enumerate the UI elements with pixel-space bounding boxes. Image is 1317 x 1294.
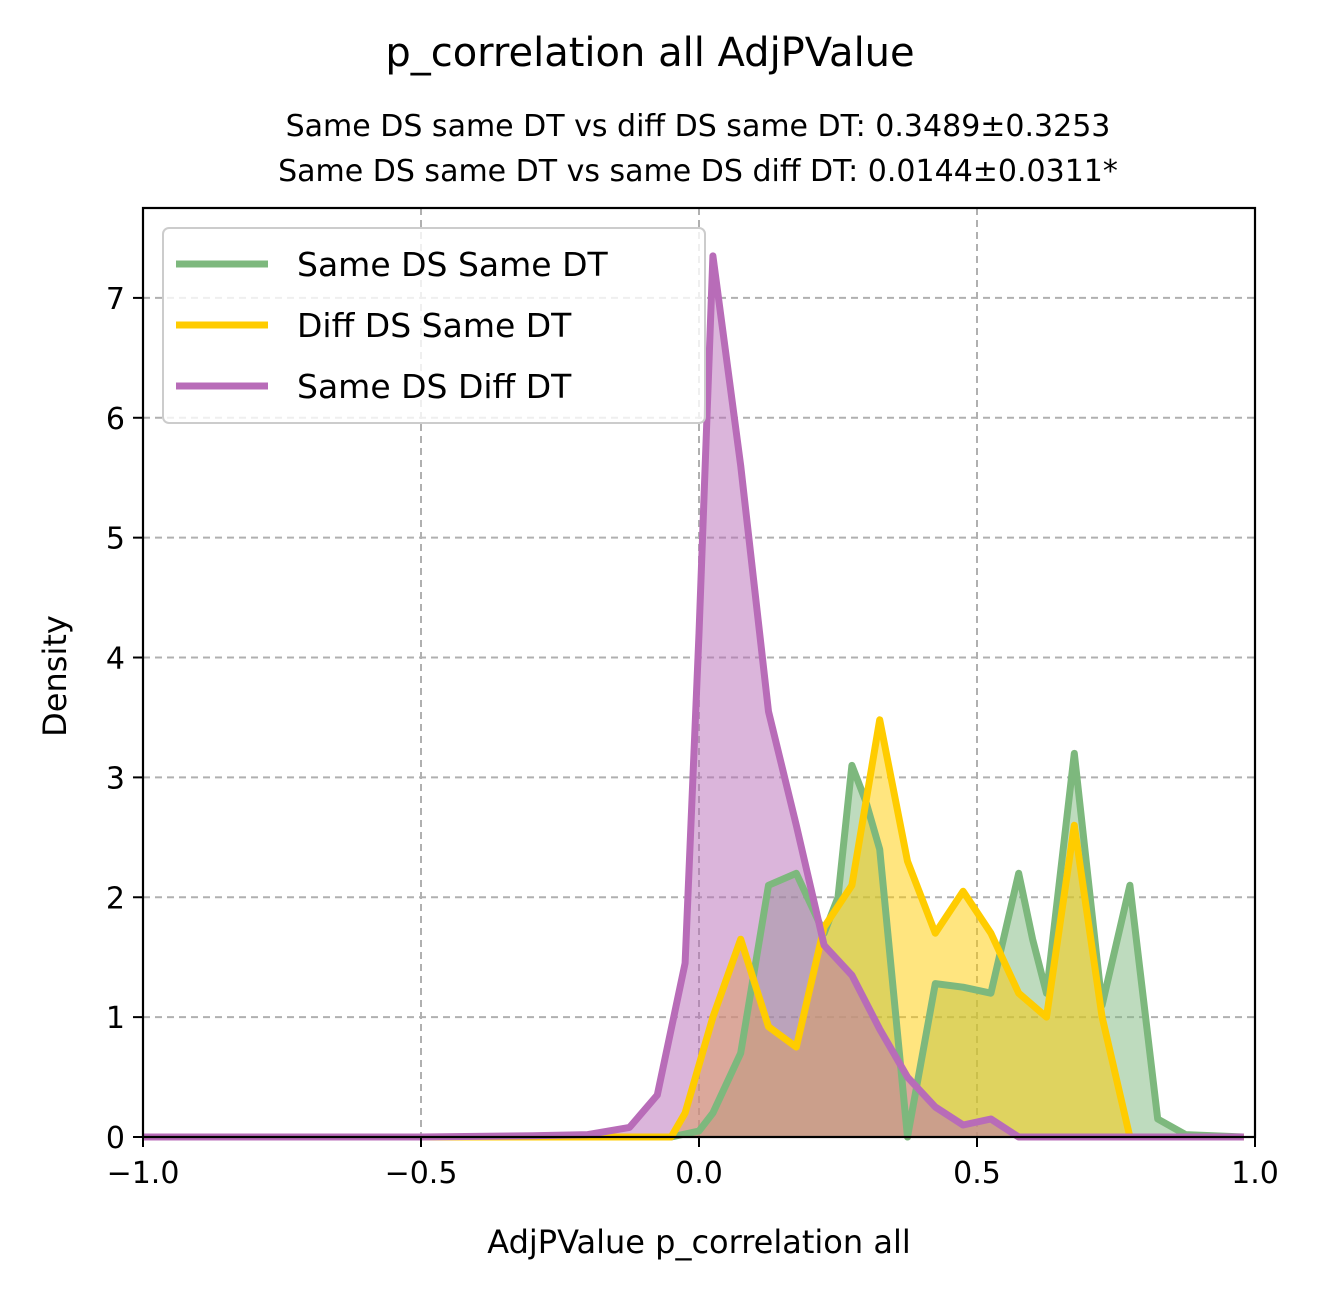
legend-box bbox=[162, 227, 706, 424]
y-tick-label: 1 bbox=[106, 1001, 125, 1036]
x-tick-label: 0.5 bbox=[953, 1156, 1001, 1191]
y-tick-label: 0 bbox=[106, 1121, 125, 1156]
legend-label: Same DS Diff DT bbox=[297, 367, 572, 406]
y-axis-label: Density bbox=[36, 615, 74, 737]
y-tick-label: 4 bbox=[106, 642, 125, 677]
x-tick-label: −0.5 bbox=[385, 1156, 458, 1191]
chart-subtitle-line-2: Same DS same DT vs same DS diff DT: 0.01… bbox=[278, 154, 1118, 189]
y-tick-label: 5 bbox=[106, 522, 125, 557]
chart-subtitle-line-1: Same DS same DT vs diff DS same DT: 0.34… bbox=[286, 109, 1111, 144]
y-tick-label: 6 bbox=[106, 402, 125, 437]
y-tick-label: 7 bbox=[106, 282, 125, 317]
density-line-diff-ds-same-dt bbox=[143, 716, 1244, 1141]
density-fills bbox=[143, 255, 1244, 1137]
y-axis: 0 1 2 3 4 5 6 7 bbox=[106, 282, 143, 1156]
x-tick-label: 1.0 bbox=[1231, 1156, 1279, 1191]
x-axis: −1.0 −0.5 0.0 0.5 1.0 bbox=[107, 1137, 1279, 1191]
chart-title: p_correlation all AdjPValue bbox=[385, 30, 914, 76]
legend-label: Same DS Same DT bbox=[297, 245, 608, 284]
y-tick-label: 3 bbox=[106, 761, 125, 796]
x-tick-label: −1.0 bbox=[107, 1156, 180, 1191]
x-axis-label: AdjPValue p_correlation all bbox=[487, 1223, 910, 1261]
x-tick-label: 0.0 bbox=[675, 1156, 723, 1191]
density-lines bbox=[143, 252, 1245, 1141]
legend: Same DS Same DT Diff DS Same DT Same DS Di… bbox=[162, 227, 706, 424]
density-fill-same-ds-diff-dt bbox=[143, 255, 1244, 1137]
density-line-same-ds-diff-dt bbox=[143, 252, 1244, 1141]
density-fill-diff-ds-same-dt bbox=[143, 719, 1244, 1137]
y-tick-label: 2 bbox=[106, 881, 125, 916]
legend-label: Diff DS Same DT bbox=[297, 306, 572, 345]
